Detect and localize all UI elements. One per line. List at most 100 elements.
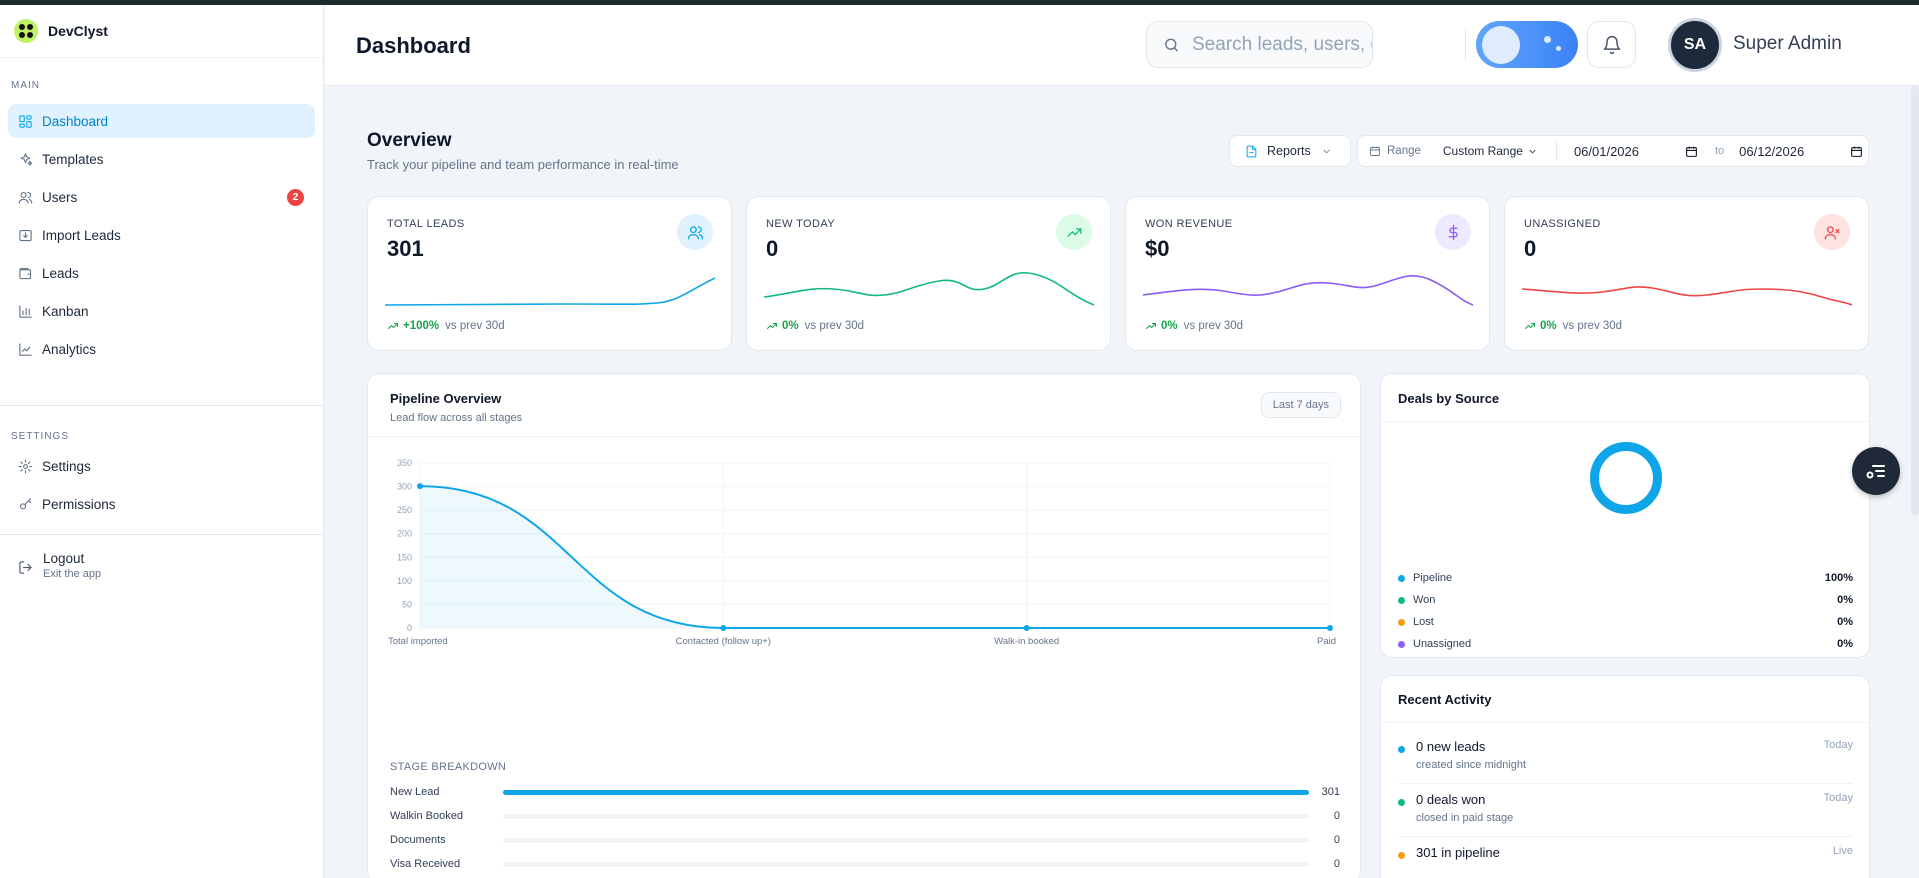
overview-subtitle: Track your pipeline and team performance… (367, 157, 679, 172)
search-box[interactable] (1146, 21, 1373, 68)
range-separator (1555, 142, 1557, 160)
legend-item: Pipeline 100% (1398, 570, 1853, 586)
sidebar-item-templates[interactable]: Templates (8, 142, 315, 176)
date-range-picker: Range Custom Range 06/01/2026 to 06/12/2… (1357, 135, 1869, 167)
range-label: Range (1387, 145, 1421, 157)
users-icon (18, 191, 33, 204)
import-icon (19, 229, 32, 241)
card-title: Recent Activity (1398, 692, 1492, 707)
user-name[interactable]: Super Admin (1733, 33, 1842, 54)
brand-logo-icon (14, 19, 38, 43)
reports-button[interactable]: Reports (1229, 135, 1351, 167)
legend-dot (1398, 574, 1405, 582)
card-subtitle: Lead flow across all stages (390, 412, 523, 424)
sidebar-item-dashboard[interactable]: Dashboard (8, 104, 315, 138)
kpi-label: WON REVENUE (1145, 218, 1233, 230)
star-icon (1556, 46, 1561, 51)
sidebar-item-settings[interactable]: Settings (8, 449, 315, 483)
chevron-down-icon (1323, 149, 1330, 153)
y-tick-label: 250 (397, 505, 412, 515)
activity-item: 0 deals won closed in paid stage Today (1398, 792, 1853, 836)
sidebar-item-kanban[interactable]: Kanban (8, 294, 315, 328)
activity-title: 0 deals won (1416, 792, 1486, 807)
y-tick-label: 200 (397, 529, 412, 539)
activity-subtitle: created since midnight (1416, 759, 1527, 771)
floating-menu-button[interactable] (1852, 447, 1900, 495)
x-tick-label: Paid (1317, 636, 1336, 647)
stage-breakdown-title: STAGE BREAKDOWN (390, 761, 507, 773)
period-pill[interactable]: Last 7 days (1260, 392, 1341, 418)
y-tick-label: 350 (397, 458, 412, 468)
menu-icon (1866, 465, 1885, 479)
sidebar-item-analytics[interactable]: Analytics (8, 332, 315, 366)
brand-name: DevClyst (48, 23, 108, 39)
x-tick-label: Total imported (388, 636, 448, 647)
sidebar-item-permissions[interactable]: Permissions (8, 487, 315, 521)
date-to-input[interactable]: 06/12/2026 (1739, 144, 1863, 159)
kpi-label: NEW TODAY (766, 218, 835, 230)
range-select[interactable]: Custom Range (1443, 144, 1538, 158)
legend-name: Won (1413, 594, 1436, 606)
gear-icon (18, 459, 33, 473)
stage-row: Visa Received 0 (390, 856, 1340, 872)
legend-item: Lost 0% (1398, 614, 1853, 630)
activity-subtitle: closed in paid stage (1416, 812, 1514, 824)
card-divider (368, 436, 1360, 437)
x-tick-label: Contacted (follow up+) (676, 636, 771, 647)
sidebar-item-label: Templates (42, 151, 104, 167)
legend-dot (1398, 640, 1405, 648)
sidebar: DevClyst MAIN Dashboard Templates Users … (0, 5, 324, 878)
kpi-delta: +100% vs prev 30d (387, 320, 505, 332)
card-title: Pipeline Overview (390, 391, 502, 406)
key-icon (19, 497, 32, 509)
sidebar-divider (0, 534, 323, 535)
stage-value: 0 (1333, 834, 1340, 846)
to-label: to (1714, 145, 1725, 157)
calendar-icon (1851, 146, 1863, 157)
date-from-input[interactable]: 06/01/2026 (1574, 144, 1698, 159)
kpi-delta: 0% vs prev 30d (766, 320, 864, 332)
legend-value: 100% (1824, 572, 1853, 584)
activity-divider (1398, 836, 1853, 837)
stage-value: 0 (1333, 810, 1340, 822)
brand[interactable]: DevClyst (0, 5, 323, 58)
donut-slice-pipeline (1590, 442, 1662, 514)
notifications-button[interactable] (1587, 21, 1636, 68)
stage-row: Walkin Booked 0 (390, 808, 1340, 824)
search-input[interactable] (1192, 33, 1372, 56)
legend-value: 0% (1837, 638, 1853, 650)
y-tick-label: 50 (402, 599, 412, 609)
legend-dot (1398, 618, 1405, 626)
activity-time: Today (1823, 739, 1853, 751)
sidebar-item-label: Kanban (42, 303, 89, 319)
sidebar-item-import-leads[interactable]: Import Leads (8, 218, 315, 252)
header-separator (1465, 29, 1466, 61)
date-to-value: 06/12/2026 (1739, 143, 1805, 159)
activity-title: 0 new leads (1416, 739, 1486, 754)
theme-toggle[interactable] (1476, 21, 1578, 68)
avatar[interactable]: SA (1668, 18, 1722, 72)
page-scrollbar[interactable] (1911, 86, 1919, 516)
stage-row: Documents 0 (390, 832, 1340, 848)
calendar-icon (1686, 146, 1697, 157)
logout-button[interactable]: Logout Exit the app (0, 551, 323, 580)
y-tick-label: 150 (397, 552, 412, 562)
trend-up-icon (1525, 323, 1535, 329)
date-from-value: 06/01/2026 (1573, 143, 1640, 159)
sidebar-item-leads[interactable]: Leads (8, 256, 315, 290)
activity-divider (1398, 783, 1853, 784)
sidebar-item-label: Analytics (42, 341, 97, 357)
range-select-value: Custom Range (1442, 144, 1523, 158)
legend-item: Unassigned 0% (1398, 636, 1853, 652)
legend-value: 0% (1837, 616, 1853, 628)
reports-label: Reports (1267, 144, 1311, 158)
kpi-card-unassigned: UNASSIGNED 0 0% vs prev 30d (1504, 196, 1869, 351)
trend-up-icon (767, 323, 777, 329)
dashboard-icon (19, 114, 32, 128)
users-count-badge: 2 (287, 189, 304, 206)
logout-sub: Exit the app (43, 568, 102, 580)
data-point (720, 625, 727, 631)
sidebar-item-users[interactable]: Users 2 (8, 180, 315, 214)
stage-value: 301 (1321, 786, 1340, 798)
stage-row: New Lead 301 (390, 784, 1340, 800)
